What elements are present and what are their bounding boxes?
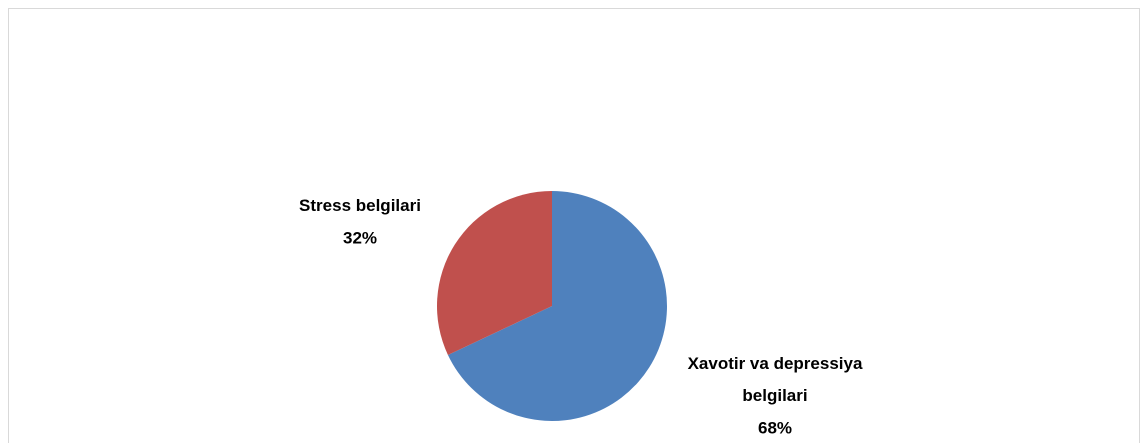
data-label-line: belgilari bbox=[742, 386, 807, 405]
data-label-value: 32% bbox=[343, 228, 377, 247]
data-label-line: Stress belgilari bbox=[299, 196, 421, 215]
data-label-name: Stress belgilari bbox=[299, 196, 421, 215]
data-label-name: Xavotir va depressiya belgilari bbox=[688, 354, 863, 405]
pie-slice bbox=[447, 191, 667, 421]
pie-slice bbox=[436, 191, 552, 355]
data-label-value: 68% bbox=[758, 418, 792, 437]
data-label-line: Xavotir va depressiya bbox=[688, 354, 863, 373]
